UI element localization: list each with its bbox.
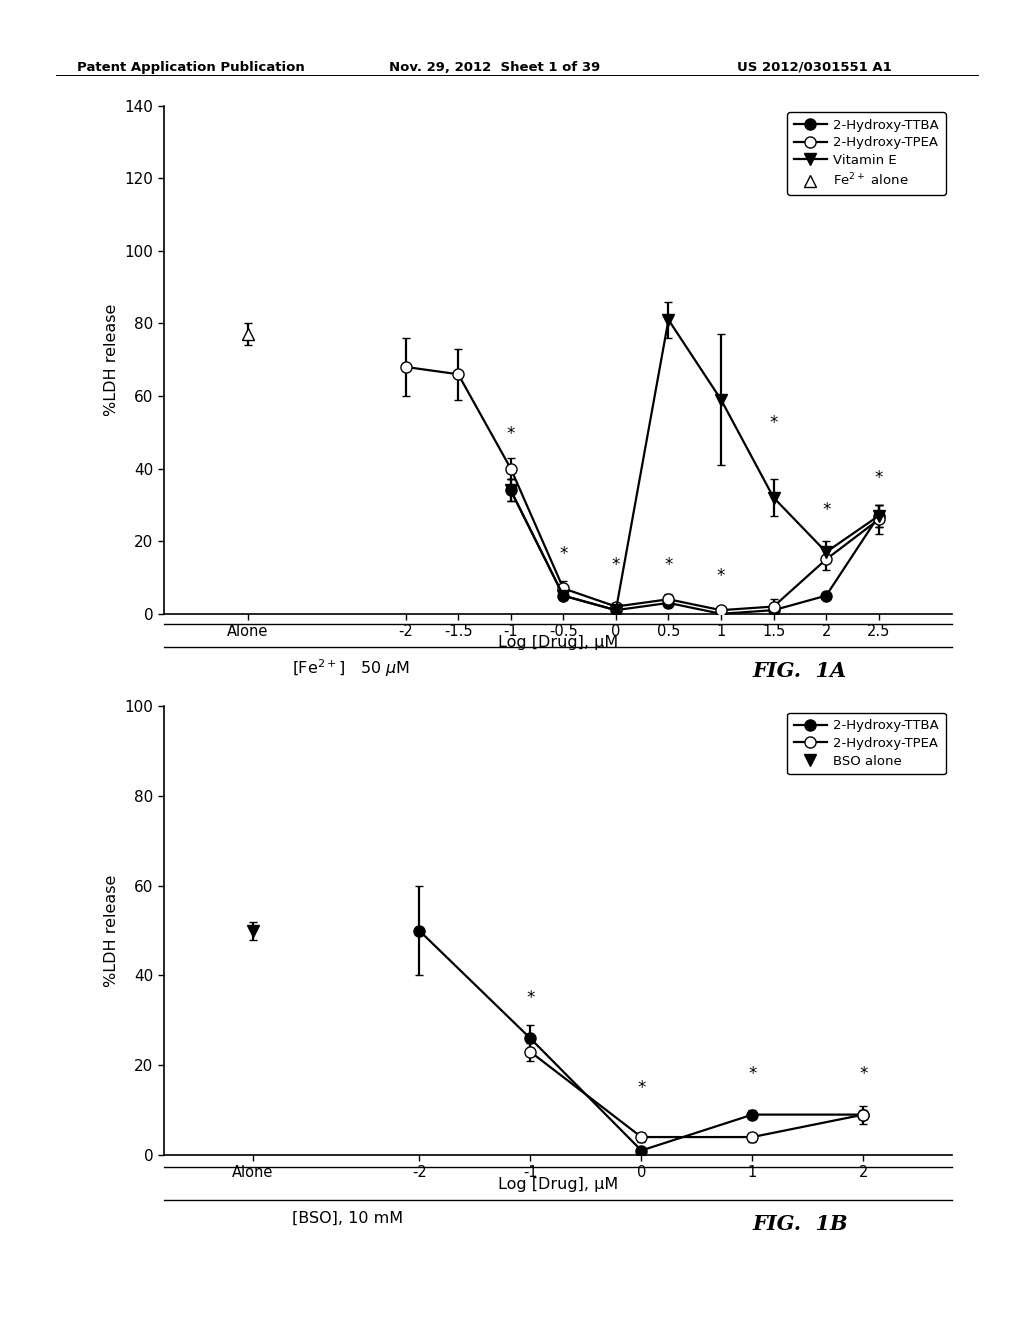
- Text: US 2012/0301551 A1: US 2012/0301551 A1: [737, 61, 892, 74]
- Text: [Fe$^{2+}$]   50 $\mu$M: [Fe$^{2+}$] 50 $\mu$M: [292, 657, 410, 678]
- Y-axis label: %LDH release: %LDH release: [104, 304, 119, 416]
- Legend: 2-Hydroxy-TTBA, 2-Hydroxy-TPEA, BSO alone: 2-Hydroxy-TTBA, 2-Hydroxy-TPEA, BSO alon…: [787, 713, 946, 775]
- Text: *: *: [611, 556, 621, 574]
- Text: FIG.  1A: FIG. 1A: [753, 661, 847, 681]
- Text: *: *: [507, 425, 515, 444]
- Legend: 2-Hydroxy-TTBA, 2-Hydroxy-TPEA, Vitamin E, Fe$^{2+}$ alone: 2-Hydroxy-TTBA, 2-Hydroxy-TPEA, Vitamin …: [787, 112, 946, 195]
- Text: *: *: [559, 545, 567, 562]
- Y-axis label: %LDH release: %LDH release: [104, 874, 119, 987]
- Text: *: *: [637, 1078, 645, 1097]
- Text: *: *: [749, 1065, 757, 1084]
- Text: *: *: [526, 989, 535, 1007]
- Text: *: *: [874, 469, 883, 487]
- Text: *: *: [717, 566, 725, 585]
- Text: Log [Drug], μM: Log [Drug], μM: [498, 635, 618, 649]
- Text: Patent Application Publication: Patent Application Publication: [77, 61, 304, 74]
- Text: *: *: [822, 502, 830, 519]
- Text: *: *: [769, 414, 778, 433]
- Text: *: *: [665, 556, 673, 574]
- Text: Nov. 29, 2012  Sheet 1 of 39: Nov. 29, 2012 Sheet 1 of 39: [389, 61, 600, 74]
- Text: [BSO], 10 mM: [BSO], 10 mM: [292, 1210, 403, 1225]
- Text: *: *: [859, 1065, 867, 1084]
- Text: Log [Drug], μM: Log [Drug], μM: [498, 1177, 618, 1192]
- Text: FIG.  1B: FIG. 1B: [753, 1214, 848, 1234]
